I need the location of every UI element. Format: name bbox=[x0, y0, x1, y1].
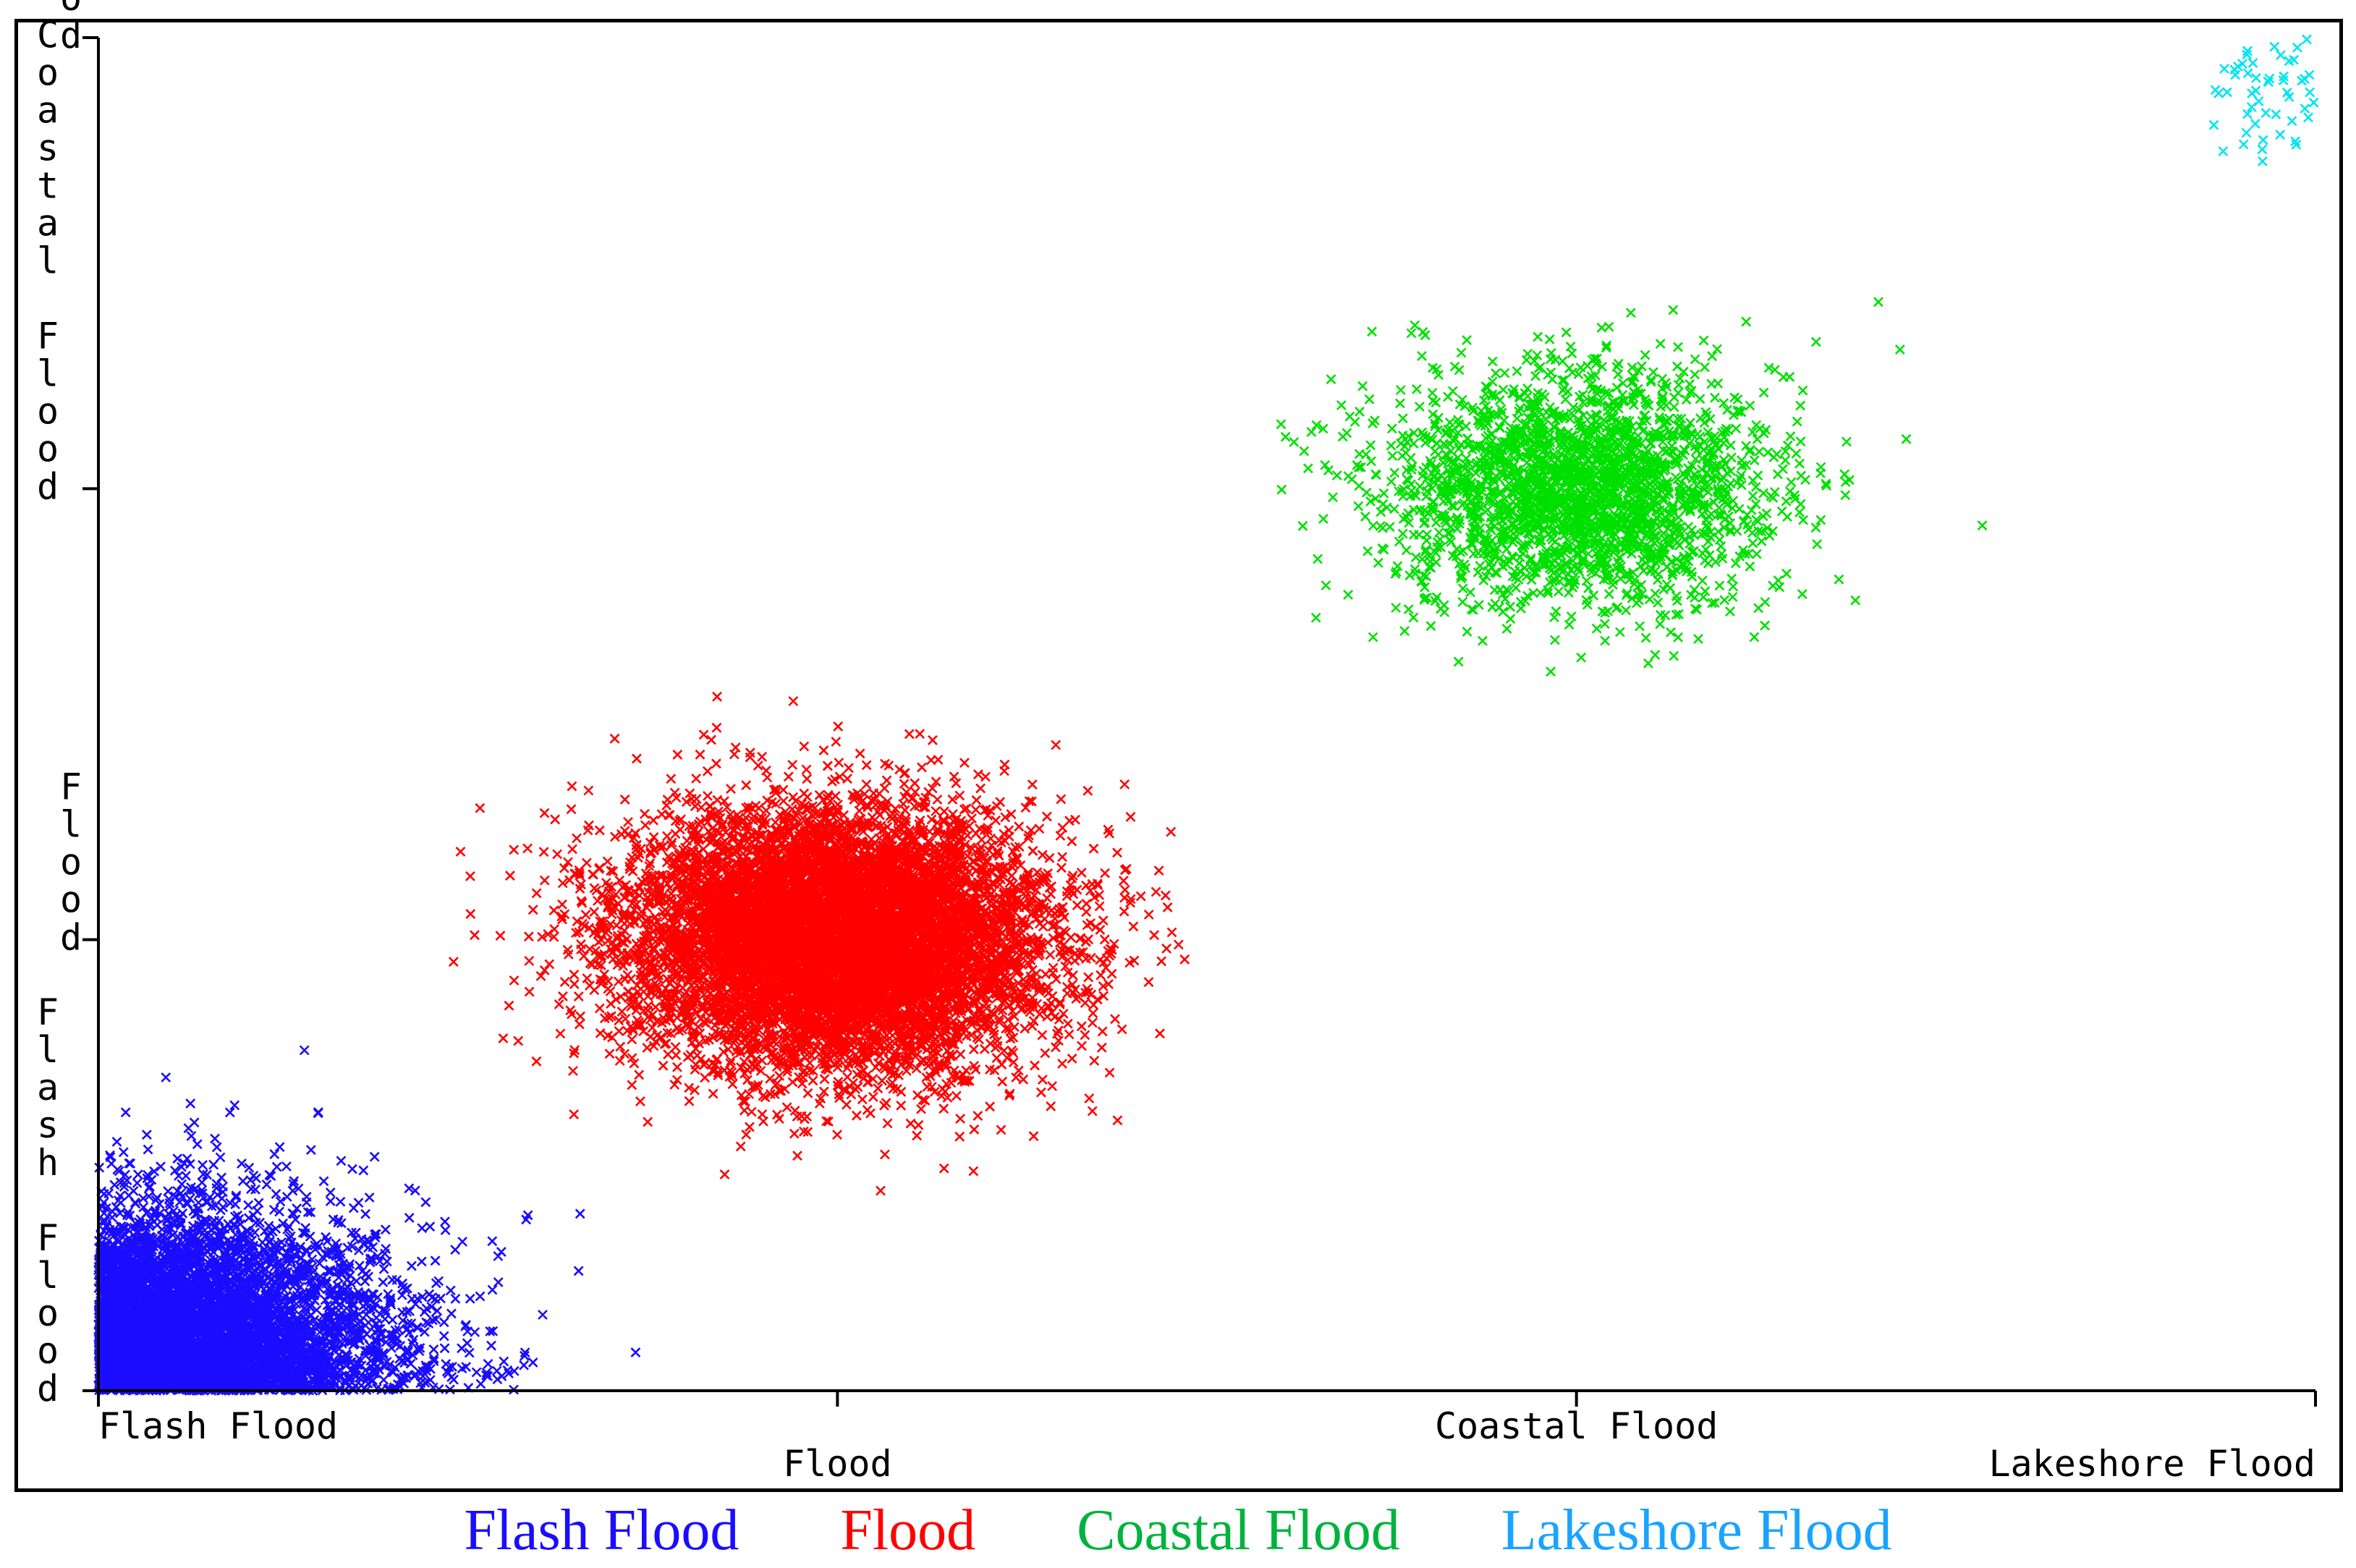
x-tick-label: Flash Flood bbox=[98, 1405, 338, 1447]
series-points bbox=[2208, 34, 2319, 166]
chart-frame bbox=[14, 19, 2343, 1492]
x-tick-label: Lakeshore Flood bbox=[1988, 1443, 2315, 1485]
series-points bbox=[93, 1045, 641, 1396]
legend-item-coastal-flood: Coastal Flood bbox=[1077, 1498, 1400, 1562]
series-points bbox=[448, 691, 1190, 1196]
series-coastal-flood bbox=[1276, 297, 1988, 677]
series-lakeshore-flood bbox=[2208, 34, 2319, 166]
legend: Flash Flood Flood Coastal Flood Lakeshor… bbox=[0, 1498, 2356, 1563]
x-tick-label: Coastal Flood bbox=[1435, 1405, 1718, 1447]
y-tick-label: Lakeshore Flood bbox=[60, 0, 82, 56]
legend-item-lakeshore-flood: Lakeshore Flood bbox=[1501, 1498, 1892, 1562]
series-points bbox=[1276, 297, 1988, 677]
x-tick-label: Flood bbox=[783, 1443, 892, 1485]
series-flood bbox=[448, 691, 1190, 1196]
axes bbox=[97, 38, 2315, 1392]
legend-item-flash-flood: Flash Flood bbox=[464, 1498, 740, 1562]
series-flash-flood bbox=[93, 1045, 641, 1396]
legend-item-flood: Flood bbox=[840, 1498, 976, 1562]
